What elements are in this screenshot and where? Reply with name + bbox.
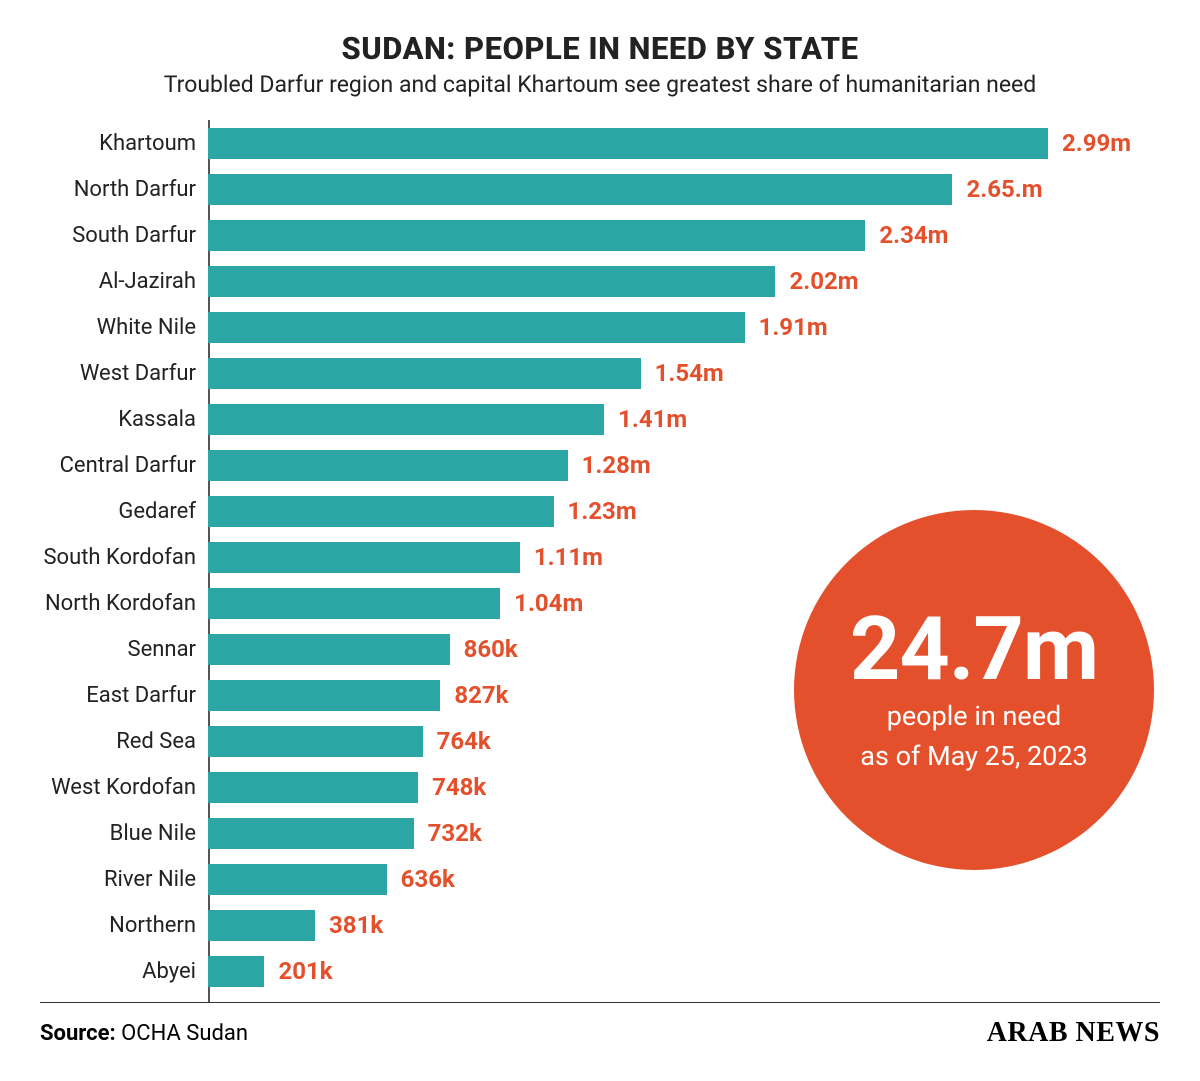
bar (208, 128, 1048, 159)
category-label: Khartoum (40, 131, 208, 156)
source-prefix: Source: (40, 1021, 116, 1046)
callout-line1: people in need (887, 700, 1062, 734)
chart-footer: Source: OCHA Sudan ARAB NEWS (40, 1002, 1160, 1049)
bar-cell: 2.99m (208, 128, 1160, 159)
bar-cell: 1.41m (208, 404, 1160, 435)
value-label: 2.34m (879, 221, 948, 249)
category-label: West Kordofan (40, 775, 208, 800)
value-label: 201k (278, 957, 332, 985)
source-text: Source: OCHA Sudan (40, 1021, 248, 1046)
bar (208, 496, 554, 527)
bar-cell: 2.02m (208, 266, 1160, 297)
bar (208, 266, 775, 297)
category-label: White Nile (40, 315, 208, 340)
bar (208, 542, 520, 573)
category-label: Al-Jazirah (40, 269, 208, 294)
value-label: 636k (401, 865, 455, 893)
bar-cell: 1.54m (208, 358, 1160, 389)
bar (208, 864, 387, 895)
bar-cell: 381k (208, 910, 1160, 941)
bar (208, 818, 414, 849)
bar-cell: 201k (208, 956, 1160, 987)
bar (208, 956, 264, 987)
category-label: Blue Nile (40, 821, 208, 846)
value-label: 1.04m (514, 589, 583, 617)
category-label: North Darfur (40, 177, 208, 202)
bar (208, 358, 641, 389)
chart-area: Khartoum 2.99m North Darfur 2.65.m South Dar… (40, 120, 1160, 994)
value-label: 1.28m (582, 451, 651, 479)
bar (208, 404, 604, 435)
category-label: Central Darfur (40, 453, 208, 478)
value-label: 2.65.m (966, 175, 1042, 203)
bar (208, 588, 500, 619)
chart-header: SUDAN: PEOPLE IN NEED BY STATE Troubled … (40, 30, 1160, 98)
bar-cell: 2.65.m (208, 174, 1160, 205)
category-label: Gedaref (40, 499, 208, 524)
category-label: North Kordofan (40, 591, 208, 616)
bar (208, 634, 450, 665)
value-label: 2.02m (789, 267, 858, 295)
value-label: 1.11m (534, 543, 603, 571)
value-label: 748k (432, 773, 486, 801)
callout-line2: as of May 25, 2023 (860, 740, 1087, 774)
chart-title: SUDAN: PEOPLE IN NEED BY STATE (40, 30, 1160, 67)
bar (208, 680, 440, 711)
value-label: 827k (454, 681, 508, 709)
value-label: 1.23m (568, 497, 637, 525)
bar (208, 772, 418, 803)
bar-cell: 636k (208, 864, 1160, 895)
value-label: 1.54m (655, 359, 724, 387)
chart-subtitle: Troubled Darfur region and capital Khart… (40, 71, 1160, 98)
category-label: Abyei (40, 959, 208, 984)
brand-logo: ARAB NEWS (987, 1017, 1160, 1049)
bar (208, 450, 568, 481)
value-label: 764k (437, 727, 491, 755)
category-label: Kassala (40, 407, 208, 432)
category-label: Red Sea (40, 729, 208, 754)
category-label: East Darfur (40, 683, 208, 708)
value-label: 381k (329, 911, 383, 939)
callout-value: 24.7m (850, 606, 1098, 694)
bar (208, 726, 423, 757)
bar (208, 910, 315, 941)
value-label: 860k (464, 635, 518, 663)
value-label: 732k (428, 819, 482, 847)
value-label: 2.99m (1062, 129, 1131, 157)
category-label: South Kordofan (40, 545, 208, 570)
category-label: River Nile (40, 867, 208, 892)
category-label: Northern (40, 913, 208, 938)
category-label: Sennar (40, 637, 208, 662)
bar-cell: 1.91m (208, 312, 1160, 343)
category-label: West Darfur (40, 361, 208, 386)
value-label: 1.91m (759, 313, 828, 341)
bar (208, 312, 745, 343)
value-label: 1.41m (618, 405, 687, 433)
bar-cell: 1.28m (208, 450, 1160, 481)
source-value: OCHA Sudan (121, 1021, 248, 1046)
total-callout: 24.7m people in need as of May 25, 2023 (794, 510, 1154, 870)
bar-cell: 2.34m (208, 220, 1160, 251)
category-label: South Darfur (40, 223, 208, 248)
bar (208, 174, 952, 205)
bar (208, 220, 865, 251)
